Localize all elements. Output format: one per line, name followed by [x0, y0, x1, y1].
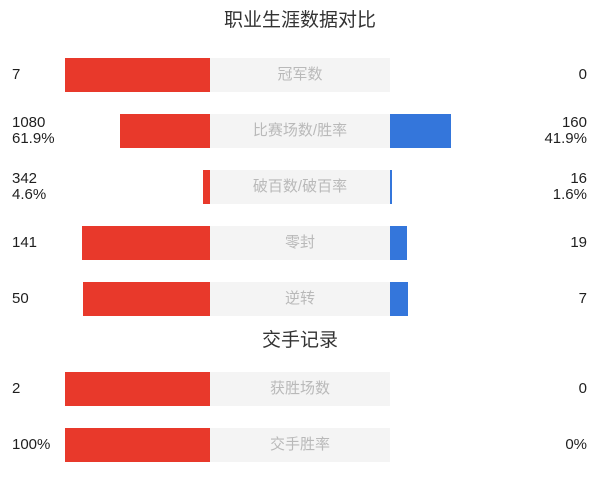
stat-row-championships: 7 冠军数 0: [0, 58, 600, 92]
right-bar-track: [390, 372, 535, 406]
stat-row-h2h-winrate: 100% 交手胜率 0%: [0, 428, 600, 462]
right-bar-track: [390, 226, 535, 260]
right-value-main: 0: [578, 380, 587, 397]
left-value: 1080 61.9%: [0, 114, 65, 148]
left-bar: [82, 282, 210, 316]
left-bar-track: [65, 282, 210, 316]
stat-row-h2h-wins: 2 获胜场数 0: [0, 372, 600, 406]
left-value-main: 1080: [12, 114, 46, 131]
career-section-title: 职业生涯数据对比: [223, 10, 376, 31]
right-bar-track: [390, 282, 535, 316]
left-value-sub: 4.6%: [12, 186, 47, 203]
left-bar: [65, 428, 210, 462]
left-bar-track: [65, 170, 210, 204]
left-bar: [120, 114, 210, 148]
left-bar: [203, 170, 210, 204]
left-bar: [65, 372, 210, 406]
stat-label: 比赛场数/胜率: [210, 114, 390, 148]
left-value: 141: [0, 226, 65, 260]
right-value: 19: [535, 226, 600, 260]
right-bar-track: [390, 428, 535, 462]
stat-label: 冠军数: [210, 58, 390, 92]
left-value-main: 7: [12, 66, 21, 83]
left-bar-track: [65, 428, 210, 462]
right-bar-track: [390, 170, 535, 204]
left-value-main: 50: [12, 290, 29, 307]
head-to-head-section-title: 交手记录: [261, 330, 338, 351]
stat-row-comebacks: 50 逆转 7: [0, 282, 600, 316]
right-value-main: 7: [578, 290, 587, 307]
stat-label: 零封: [210, 226, 390, 260]
right-value: 16 1.6%: [535, 170, 600, 204]
left-value: 7: [0, 58, 65, 92]
right-value: 0: [535, 58, 600, 92]
right-bar: [390, 170, 393, 204]
left-value-sub: 61.9%: [12, 130, 55, 147]
stat-label: 获胜场数: [210, 372, 390, 406]
stat-label: 交手胜率: [210, 428, 390, 462]
left-value-main: 2: [12, 380, 21, 397]
right-value-main: 16: [570, 170, 587, 187]
left-bar: [82, 226, 210, 260]
left-value-main: 141: [12, 234, 38, 251]
stat-row-matches-winrate: 1080 61.9% 比赛场数/胜率 160 41.9%: [0, 114, 600, 148]
right-bar: [390, 114, 451, 148]
left-value-main: 100%: [12, 436, 51, 453]
stat-row-centuries: 342 4.6% 破百数/破百率 16 1.6%: [0, 170, 600, 204]
right-value-main: 160: [561, 114, 587, 131]
right-value: 0: [535, 372, 600, 406]
left-value: 50: [0, 282, 65, 316]
stat-label: 逆转: [210, 282, 390, 316]
right-value: 160 41.9%: [535, 114, 600, 148]
left-bar-track: [65, 114, 210, 148]
left-value: 2: [0, 372, 65, 406]
right-bar: [390, 226, 408, 260]
right-bar-track: [390, 58, 535, 92]
right-bar: [390, 282, 408, 316]
right-value: 7: [535, 282, 600, 316]
right-value: 0%: [535, 428, 600, 462]
left-bar-track: [65, 58, 210, 92]
left-bar-track: [65, 372, 210, 406]
left-bar: [65, 58, 210, 92]
left-value: 342 4.6%: [0, 170, 65, 204]
right-value-main: 0%: [565, 436, 587, 453]
stat-label: 破百数/破百率: [210, 170, 390, 204]
left-value: 100%: [0, 428, 65, 462]
left-value-main: 342: [12, 170, 38, 187]
stat-row-whitewashes: 141 零封 19: [0, 226, 600, 260]
right-value-main: 19: [570, 234, 587, 251]
right-value-main: 0: [578, 66, 587, 83]
right-bar-track: [390, 114, 535, 148]
right-value-sub: 41.9%: [544, 130, 587, 147]
right-value-sub: 1.6%: [552, 186, 587, 203]
left-bar-track: [65, 226, 210, 260]
